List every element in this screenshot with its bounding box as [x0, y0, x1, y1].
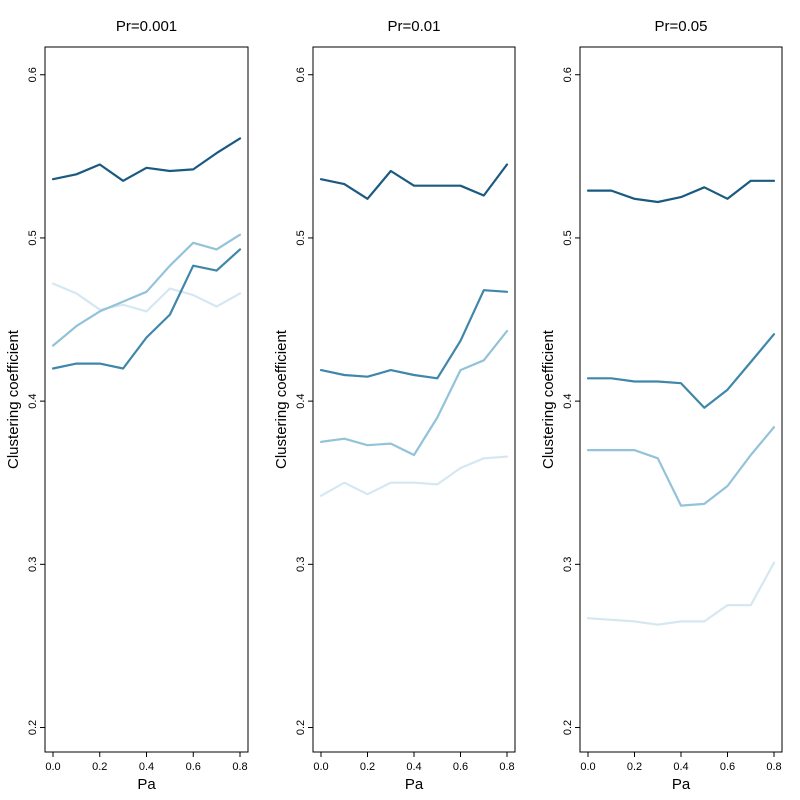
- y-tick-label: 0.5: [27, 230, 39, 245]
- y-tick-label: 0.4: [562, 393, 574, 408]
- series-line-4: [586, 561, 776, 626]
- y-tick-label: 0.4: [295, 393, 307, 408]
- x-tick-label: 0.2: [92, 761, 107, 773]
- x-axis-label: Pa: [405, 776, 424, 793]
- series-line-4: [51, 282, 242, 313]
- x-tick-label: 0.2: [360, 761, 375, 773]
- series-line-1: [586, 179, 776, 204]
- x-tick-label: 0.0: [45, 761, 60, 773]
- x-axis-label: Pa: [672, 776, 691, 793]
- y-tick-label: 0.5: [295, 230, 307, 245]
- x-tick-label: 0.6: [186, 761, 201, 773]
- y-tick-label: 0.2: [295, 720, 307, 735]
- y-tick-label: 0.2: [562, 720, 574, 735]
- series-line-2: [319, 289, 509, 380]
- series-line-2: [586, 333, 776, 409]
- y-tick-label: 0.6: [295, 67, 307, 82]
- series-line-4: [319, 455, 509, 497]
- y-tick-label: 0.4: [27, 393, 39, 408]
- x-tick-label: 0.6: [453, 761, 468, 773]
- series-line-3: [319, 329, 509, 457]
- x-tick-label: 0.8: [232, 761, 247, 773]
- x-tick-label: 0.8: [499, 761, 514, 773]
- x-axis-label: Pa: [137, 776, 156, 793]
- series-line-3: [586, 426, 776, 507]
- y-tick-label: 0.3: [27, 557, 39, 572]
- chart-panel-2: Pr=0.01 0.0 0.2 0.4 0.6 0.8 0.2 0.3 0.4 0.5 0.6 Pa C…: [273, 18, 516, 793]
- x-tick-label: 0.6: [720, 761, 735, 773]
- y-axis-label: Clustering coefficient: [540, 329, 557, 469]
- x-tick-label: 0.0: [313, 761, 328, 773]
- series-line-2: [51, 248, 242, 370]
- x-tick-label: 0.4: [406, 761, 421, 773]
- y-tick-label: 0.6: [27, 67, 39, 82]
- chart-title: Pr=0.01: [388, 18, 441, 35]
- x-tick-label: 0.8: [766, 761, 781, 773]
- chart-panel-1: Pr=0.001 0.0 0.2 0.4 0.6 0.8 0.2 0.3 0.4 0.5 0.6 Pa…: [5, 18, 249, 793]
- y-tick-label: 0.5: [562, 230, 574, 245]
- chart-title: Pr=0.05: [655, 18, 708, 35]
- x-tick-label: 0.4: [673, 761, 688, 773]
- series-line-1: [319, 163, 509, 200]
- y-tick-label: 0.3: [562, 557, 574, 572]
- chart-panel-3: Pr=0.05 0.0 0.2 0.4 0.6 0.8 0.2 0.3 0.4 0.5 0.6 Pa C…: [540, 18, 783, 793]
- series-line-1: [51, 137, 242, 182]
- y-axis-label: Clustering coefficient: [273, 329, 290, 469]
- y-tick-label: 0.3: [295, 557, 307, 572]
- x-tick-label: 0.4: [139, 761, 154, 773]
- y-axis-label: Clustering coefficient: [5, 329, 22, 469]
- series-line-3: [51, 233, 242, 347]
- x-tick-label: 0.0: [580, 761, 595, 773]
- x-tick-label: 0.2: [627, 761, 642, 773]
- y-tick-label: 0.2: [27, 720, 39, 735]
- y-tick-label: 0.6: [562, 67, 574, 82]
- chart-title: Pr=0.001: [116, 18, 177, 35]
